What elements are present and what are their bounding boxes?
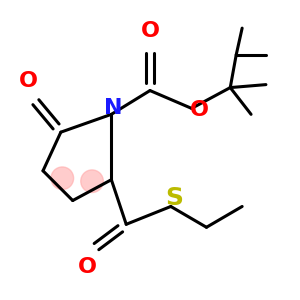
Text: O: O [78,256,97,277]
Text: O: O [190,100,208,120]
Text: O: O [19,71,38,91]
Text: O: O [140,20,160,40]
Text: N: N [103,98,122,118]
Text: S: S [165,186,183,210]
Circle shape [51,167,74,190]
Circle shape [81,170,103,193]
